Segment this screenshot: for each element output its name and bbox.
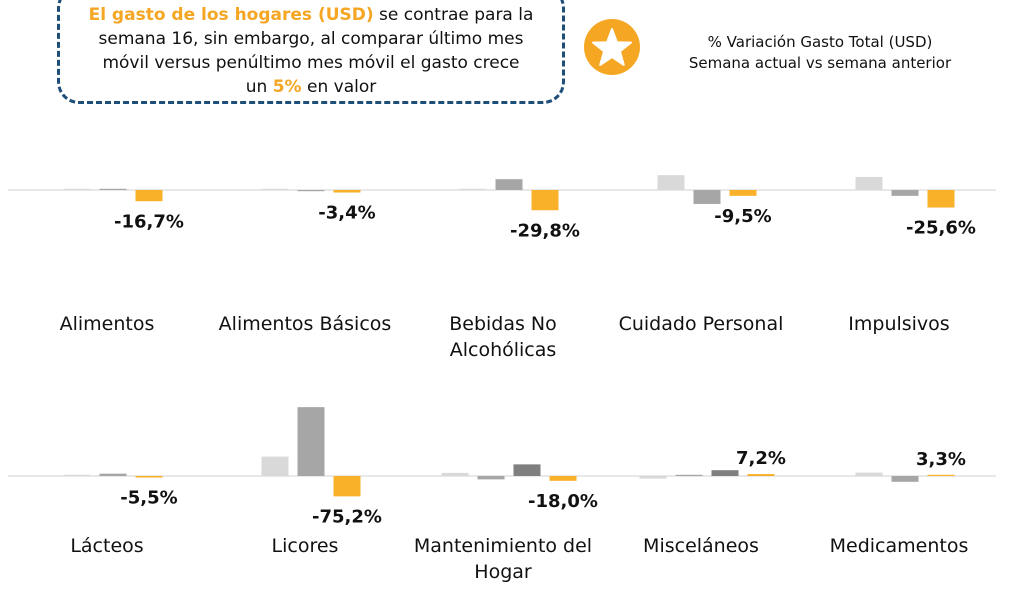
bar-variation (333, 476, 361, 497)
callout-text: semana 16, sin embargo, al comparar últi… (98, 29, 524, 49)
callout-highlight: El gasto de los hogares (USD) (88, 5, 374, 25)
bar-series-1 (261, 188, 289, 190)
category-label: Alimentos (60, 313, 155, 335)
bar-series-1 (261, 456, 289, 476)
bar-series-1 (639, 476, 667, 479)
bar-series-1 (855, 472, 883, 476)
bar-series-2 (297, 190, 325, 192)
bar-series-1 (459, 188, 487, 190)
data-label: -25,6% (906, 218, 976, 239)
bar-variation (927, 190, 955, 208)
callout-text: se contrae para la (373, 5, 534, 25)
callout-text: móvil versus penúltimo mes móvil el gast… (102, 53, 520, 73)
bar-series-1 (441, 472, 469, 476)
bar-variation (747, 474, 775, 476)
bar-series-2 (495, 179, 523, 190)
data-label: -9,5% (714, 206, 771, 227)
category-label: Lácteos (70, 535, 143, 557)
bar-series-3 (711, 470, 739, 476)
callout-highlight: 5% (272, 77, 302, 97)
bar-series-3 (513, 464, 541, 476)
category-label: Medicamentos (830, 535, 969, 557)
category-label: Cuidado Personal (619, 313, 784, 335)
category-label: Licores (272, 535, 339, 557)
data-label: 7,2% (736, 448, 786, 469)
bar-series-1 (63, 188, 91, 190)
category-label: Alimentos Básicos (219, 313, 392, 335)
category-label: Bebidas No (449, 313, 557, 335)
bar-series-2 (99, 473, 127, 476)
bar-variation (927, 474, 955, 476)
bar-series-2 (891, 476, 919, 482)
data-label: -18,0% (528, 491, 598, 512)
star-icon (584, 19, 640, 75)
category-label: Alcohólicas (450, 339, 557, 361)
bar-series-1 (657, 175, 685, 190)
chart-legend-title: % Variación Gasto Total (USD) Semana act… (655, 32, 985, 74)
bar-series-1 (63, 474, 91, 476)
data-label: -29,8% (510, 220, 580, 241)
bar-variation (729, 190, 757, 196)
data-label: -16,7% (114, 211, 184, 232)
bar-variation (333, 190, 361, 193)
legend-line-1: % Variación Gasto Total (USD) (707, 33, 933, 51)
bar-series-2 (891, 190, 919, 196)
bar-series-1 (855, 176, 883, 190)
bar-series-2 (297, 407, 325, 476)
bar-series-2 (693, 190, 721, 204)
bar-variation (135, 190, 163, 202)
callout-text: un (245, 77, 273, 97)
data-label: 3,3% (916, 449, 966, 470)
category-label: Mantenimiento del (414, 535, 592, 557)
category-label: Misceláneos (643, 535, 759, 557)
data-label: -75,2% (312, 506, 382, 527)
bar-series-2 (477, 476, 505, 480)
data-label: -5,5% (120, 488, 177, 509)
insight-callout: El gasto de los hogares (USD) se contrae… (57, 0, 565, 104)
bar-variation (135, 476, 163, 478)
data-label: -3,4% (318, 203, 375, 224)
callout-text: en valor (301, 77, 377, 97)
bar-variation (549, 476, 577, 481)
category-label: Hogar (474, 561, 532, 583)
bar-series-2 (675, 474, 703, 476)
bar-series-2 (99, 188, 127, 190)
bar-variation (531, 190, 559, 211)
legend-line-2: Semana actual vs semana anterior (688, 54, 952, 72)
category-label: Impulsivos (848, 313, 949, 335)
